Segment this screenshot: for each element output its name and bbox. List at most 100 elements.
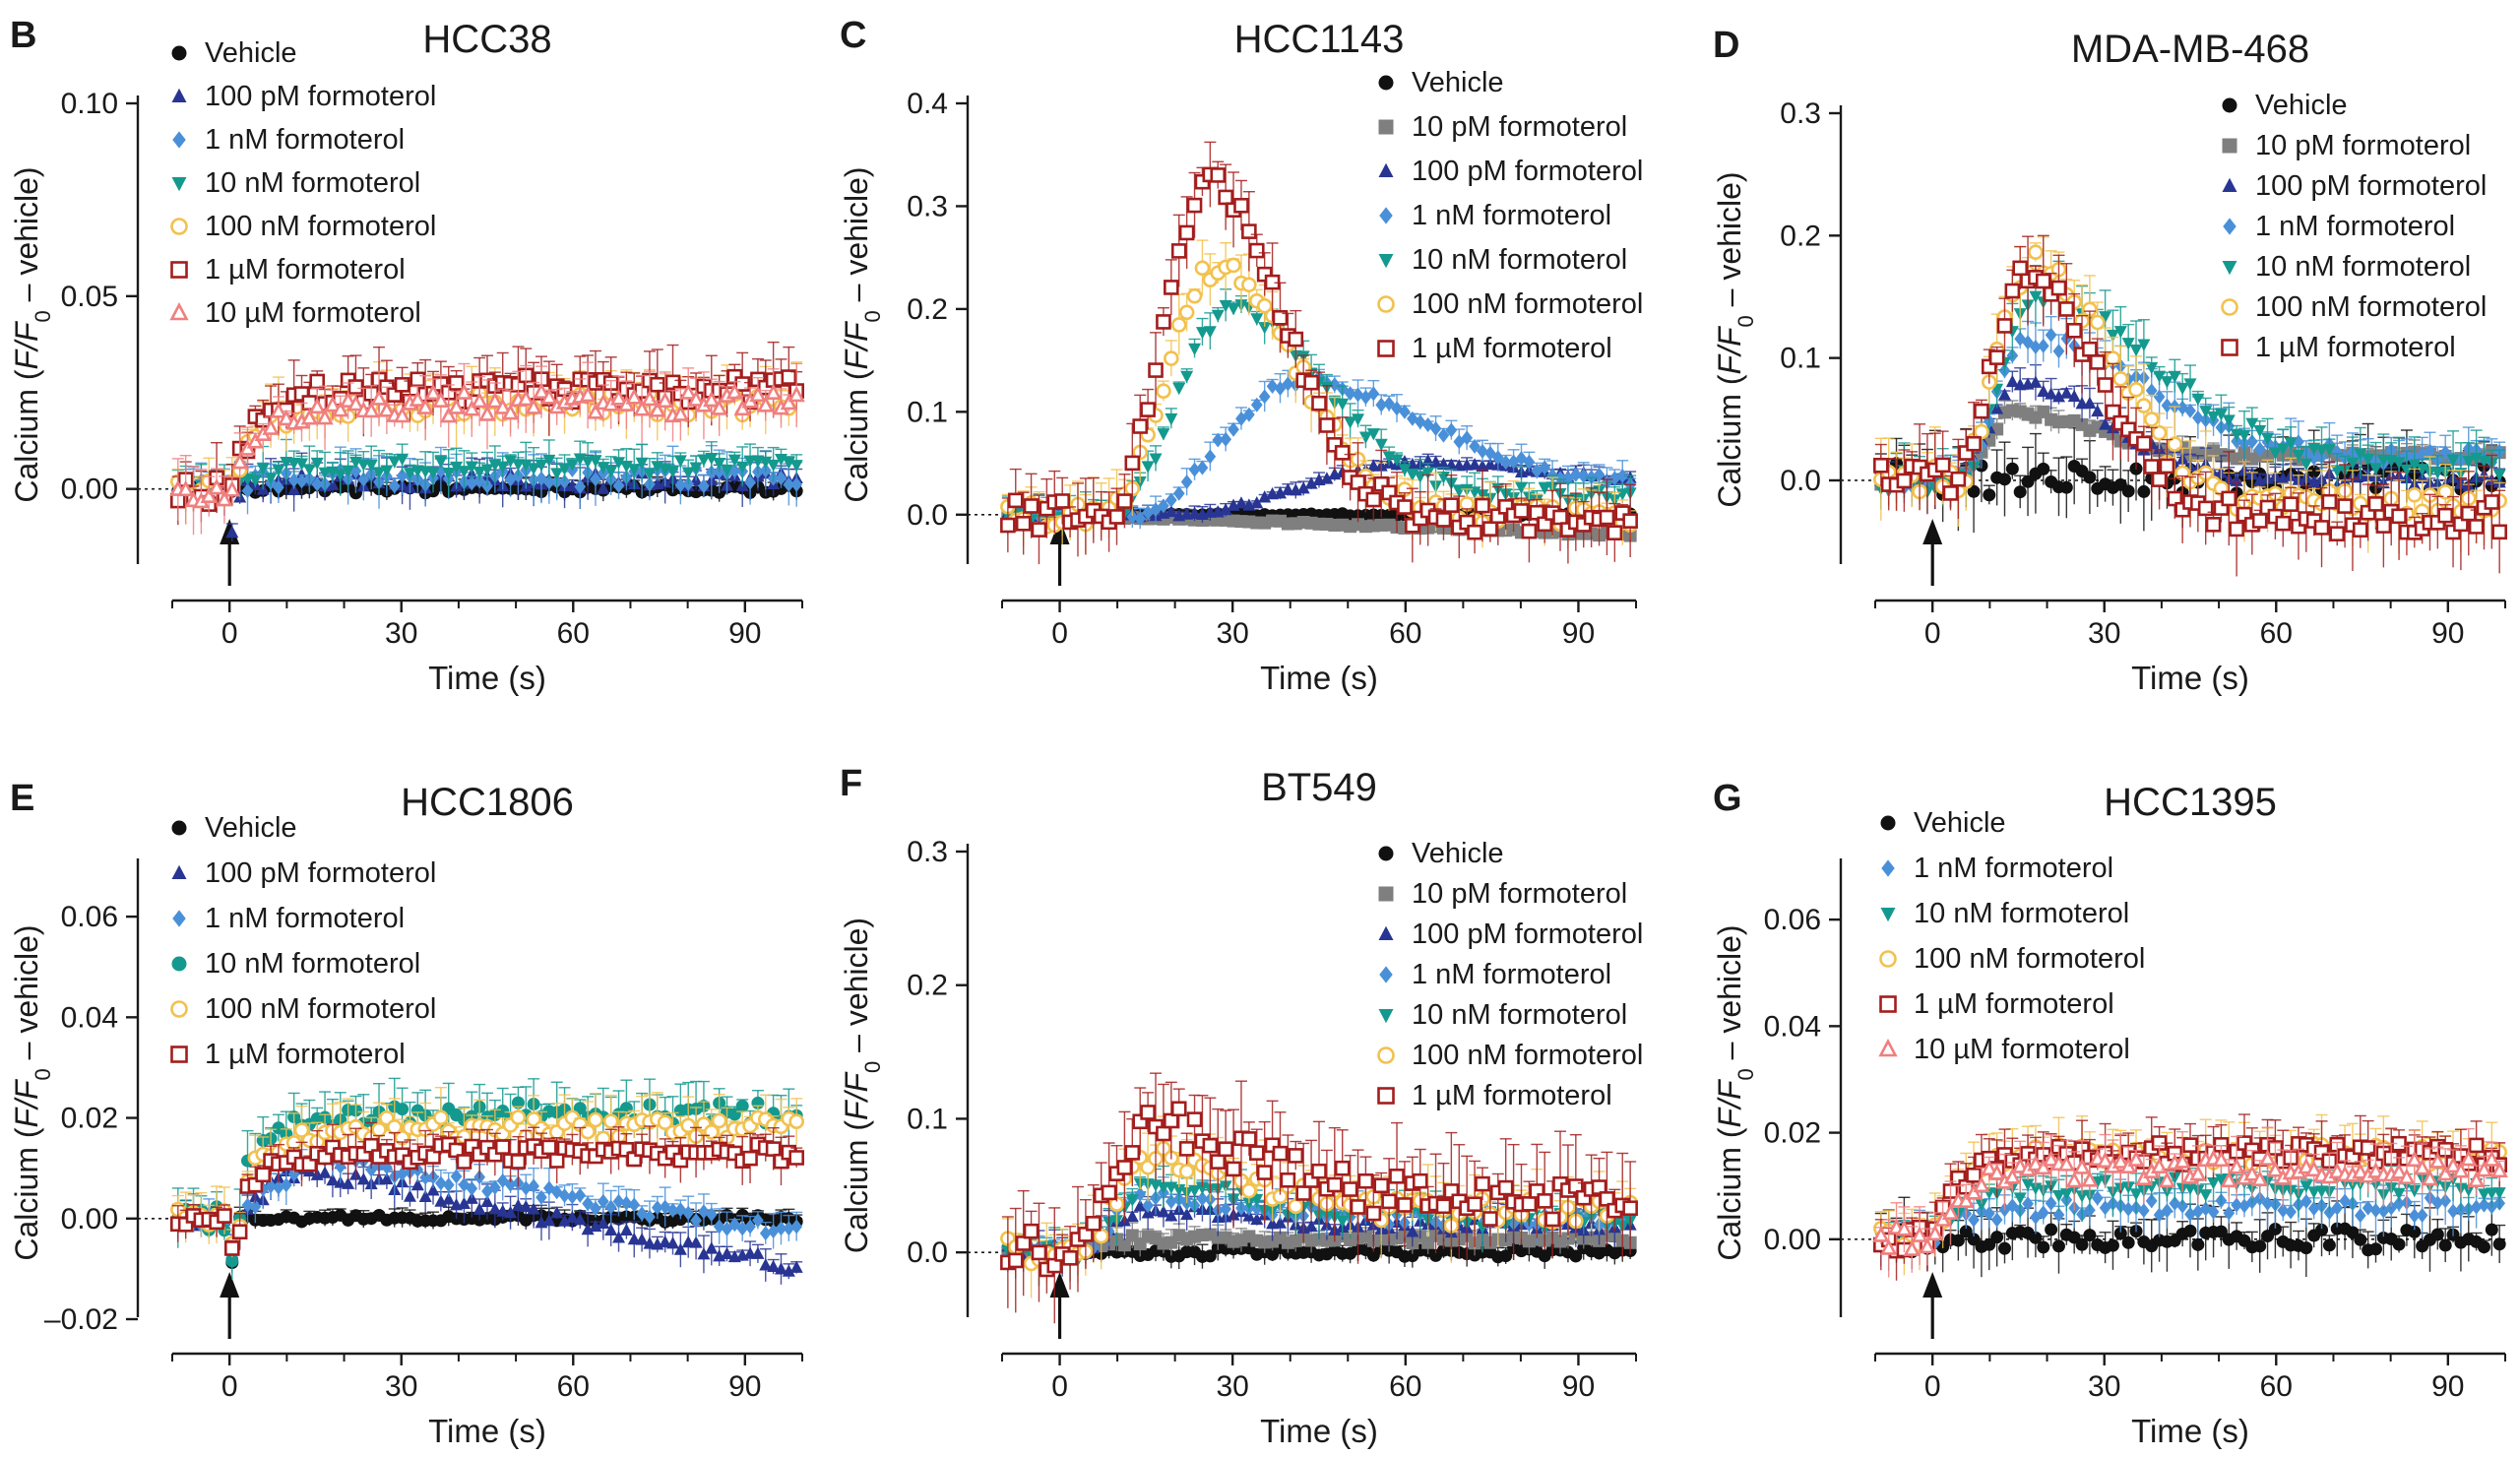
legend-item: 1 µM formoterol: [170, 254, 406, 285]
data-point: [216, 489, 233, 507]
data-point: [310, 457, 324, 471]
data-point: [1250, 397, 1263, 412]
y-tick-label: 0.3: [907, 190, 948, 222]
data-point: [308, 397, 326, 414]
data-point: [1523, 454, 1536, 470]
y-axis-title: Calcium (F/F0 – vehicle): [1712, 171, 1758, 507]
data-point: [2059, 480, 2073, 494]
data-point: [558, 463, 572, 475]
data-point: [1997, 473, 2011, 486]
legend-label: 1 nM formoterol: [1412, 200, 1611, 231]
data-point: [1164, 350, 1179, 366]
data-point: [1319, 417, 1335, 433]
stimulus-arrow-icon: [1049, 519, 1070, 544]
data-point: [671, 405, 690, 421]
legend-item: 100 nM formoterol: [1377, 288, 1643, 320]
data-point: [339, 391, 357, 408]
data-point: [1108, 509, 1125, 525]
data-point: [2013, 485, 2027, 499]
data-point: [241, 483, 254, 498]
data-point: [780, 393, 797, 411]
data-point: [1156, 383, 1171, 400]
data-point: [1429, 420, 1442, 436]
data-point: [501, 403, 520, 420]
legend-marker: [170, 261, 188, 279]
data-point: [705, 452, 719, 466]
x-tick-label: 0: [221, 617, 238, 650]
data-point: [1165, 504, 1178, 518]
y-axis-title: Calcium (F/F0 – vehicle): [839, 166, 885, 502]
data-point: [1352, 413, 1365, 426]
data-point: [627, 464, 641, 476]
x-tick-label: 60: [557, 617, 590, 650]
legend-item: 100 pM formoterol: [171, 81, 436, 112]
data-point: [2028, 244, 2044, 261]
data-point: [246, 432, 265, 449]
data-point: [287, 473, 300, 488]
data-point: [1577, 469, 1590, 484]
x-tick-label: 30: [1216, 617, 1248, 650]
data-point: [434, 456, 448, 469]
legend-label: Vehicle: [205, 37, 297, 69]
data-point: [1156, 314, 1171, 330]
data-point: [1429, 455, 1443, 468]
data-point: [447, 398, 466, 414]
data-point: [1304, 476, 1318, 489]
data-point: [1344, 416, 1357, 429]
data-point: [1211, 309, 1225, 323]
data-point: [649, 376, 665, 393]
legend-label: 100 nM formoterol: [205, 211, 436, 242]
data-point: [1475, 497, 1490, 514]
data-point: [1288, 331, 1304, 348]
legend-label: 1 µM formoterol: [1412, 333, 1612, 364]
data-point: [1366, 428, 1380, 441]
data-point: [533, 382, 550, 399]
data-point: [1539, 460, 1551, 475]
data-point: [1615, 488, 1629, 501]
data-point: [1116, 493, 1133, 509]
data-point: [781, 369, 797, 385]
data-point: [2143, 412, 2160, 427]
data-point: [478, 405, 496, 421]
data-point: [504, 472, 517, 487]
data-point: [1234, 496, 1248, 509]
data-point: [790, 476, 803, 492]
data-point: [1250, 496, 1264, 509]
legend-label: 10 nM formoterol: [205, 167, 420, 199]
data-point: [1258, 389, 1271, 405]
x-tick-label: 90: [1562, 617, 1595, 650]
data-point: [1258, 490, 1272, 503]
data-point: [324, 395, 342, 412]
data-point: [1554, 471, 1566, 486]
legend-marker: [171, 177, 187, 192]
legend-marker: [1378, 254, 1394, 269]
data-point: [649, 401, 666, 417]
data-point: [316, 408, 334, 425]
data-point: [342, 465, 355, 477]
y-tick-label: 0.1: [907, 396, 948, 428]
data-point: [1445, 422, 1458, 438]
data-point: [1165, 492, 1177, 508]
data-point: [200, 486, 218, 503]
data-point: [757, 396, 775, 412]
legend-item: 100 pM formoterol: [1378, 156, 1643, 187]
data-point: [347, 379, 364, 395]
data-point: [783, 476, 795, 492]
data-point: [480, 464, 494, 476]
data-point: [273, 479, 284, 495]
legend-label: 10 pM formoterol: [1412, 111, 1627, 143]
data-point: [788, 385, 805, 403]
data-point: [574, 478, 587, 494]
data-point: [1311, 395, 1327, 412]
y-tick-label: 0.2: [1780, 220, 1821, 252]
data-point: [1241, 277, 1257, 293]
panel-d: D MDA-MB-468 0.0 0.1 0.2 0.3 Calcium (F/F0 – v…: [1712, 25, 2507, 696]
data-point: [1391, 401, 1403, 416]
data-point: [1250, 313, 1264, 326]
data-point: [416, 398, 434, 414]
data-point: [1281, 482, 1294, 495]
data-point: [388, 456, 402, 469]
data-point: [633, 400, 651, 416]
legend-label: 100 nM formoterol: [1412, 288, 1643, 320]
data-point: [1188, 506, 1202, 519]
